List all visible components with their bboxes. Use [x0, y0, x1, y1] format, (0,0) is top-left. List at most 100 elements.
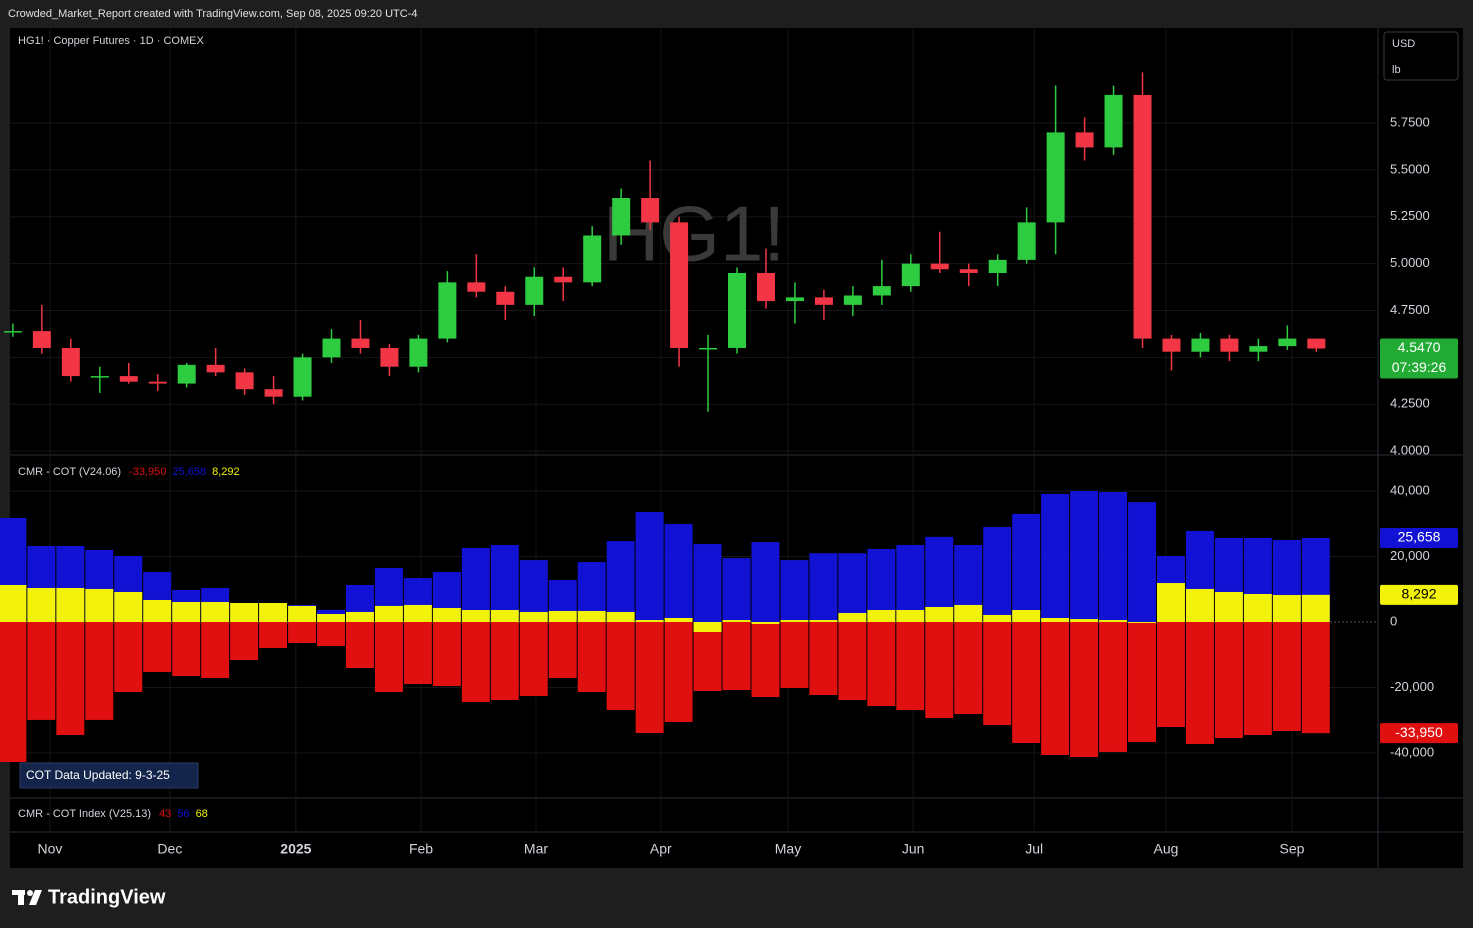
unit[interactable]: lb [1392, 64, 1401, 76]
candle-body [583, 235, 602, 283]
y-tick-label: 20,000 [1390, 548, 1430, 563]
candle-body [1017, 222, 1036, 260]
x-tick-label: Dec [157, 841, 182, 857]
cot-bar [259, 603, 288, 622]
cot-bar [635, 621, 664, 733]
cot-bar [693, 621, 722, 632]
currency[interactable]: USD [1392, 38, 1415, 50]
candle-body [785, 297, 804, 302]
cot-bar [1012, 621, 1041, 744]
cot-bar [751, 621, 780, 697]
cot-bar [1041, 621, 1070, 755]
cot-bar [751, 621, 780, 624]
candle-body [1133, 94, 1152, 339]
price-badge [1380, 527, 1458, 548]
cot-bar [954, 604, 983, 622]
cot-bar [490, 610, 519, 622]
x-tick-label: Aug [1154, 841, 1179, 857]
cot-bar [780, 621, 809, 688]
cot-bar [201, 602, 230, 622]
cot-bar [519, 621, 548, 697]
candle-body [525, 276, 544, 305]
cot-bar [1156, 621, 1185, 727]
candle-body [843, 295, 862, 305]
candle-body [119, 376, 138, 382]
cot-bar [925, 621, 954, 718]
cot-bar [490, 621, 519, 701]
y-tick-label: 40,000 [1390, 482, 1430, 497]
candle-body [1307, 338, 1326, 349]
cot-bar [345, 612, 374, 622]
candle-body [1220, 338, 1239, 352]
cot-bar [519, 612, 548, 622]
candle-body [322, 338, 341, 358]
candle-body [901, 263, 920, 287]
cot-bar [27, 621, 56, 720]
index-value: 56 [177, 808, 189, 820]
x-tick-label: Jun [902, 841, 925, 857]
price-badge [1380, 338, 1458, 379]
cot-bar [201, 621, 230, 679]
x-tick-label: Feb [409, 841, 433, 857]
cot-bar [606, 612, 635, 622]
y-tick-label: 5.2500 [1390, 208, 1430, 223]
price-badge [1380, 723, 1458, 744]
cot-bar [1099, 491, 1128, 622]
candle-body [554, 276, 573, 283]
cot-bar [664, 524, 693, 622]
cot-bar [693, 621, 722, 692]
candle-body [177, 364, 196, 384]
logo-shape [27, 890, 33, 896]
watermark: HG1! [603, 190, 785, 278]
cot-bar [288, 621, 317, 643]
cot-bar [1243, 621, 1272, 735]
cot-bar [1243, 593, 1272, 622]
cot-bar [606, 541, 635, 622]
x-tick-label: 2025 [280, 841, 311, 857]
x-tick-label: Nov [38, 841, 63, 857]
cot-bar [722, 621, 751, 690]
header-title: Crowded_Market_Report created with Tradi… [8, 8, 417, 20]
x-tick-label: Sep [1280, 841, 1305, 857]
y-tick-label: 5.7500 [1390, 114, 1430, 129]
candle-body [728, 272, 747, 348]
cot-bar [1301, 621, 1330, 734]
cot-bar [983, 527, 1012, 622]
legend-value: 25,658 [172, 466, 206, 478]
x-tick-label: Mar [524, 841, 548, 857]
x-tick-label: Jul [1025, 841, 1043, 857]
cot-bar [230, 603, 259, 622]
candle-body [1046, 132, 1065, 223]
cot-bar [867, 621, 896, 707]
candle-body [61, 347, 80, 377]
cot-note-box [19, 762, 199, 789]
unit-box[interactable] [1383, 31, 1459, 81]
candle-body [612, 198, 631, 236]
cot-bar [1128, 502, 1156, 622]
cot-bar [577, 621, 606, 692]
candle-body [148, 381, 167, 384]
cot-bar [403, 604, 432, 622]
cot-bar [838, 621, 867, 701]
cot-bar [0, 584, 27, 622]
cot-bar [925, 606, 954, 622]
x-tick-label: Apr [650, 841, 672, 857]
cot-bar [1041, 618, 1070, 622]
logo-shape [18, 890, 24, 905]
cot-bar [1301, 594, 1330, 622]
cot-bar [838, 553, 867, 622]
cot-bar [172, 602, 201, 622]
candle-body [264, 389, 283, 397]
logo [12, 890, 42, 905]
y-tick-label: 0 [1390, 613, 1397, 628]
cot-bar [809, 621, 838, 695]
y-tick-label: -40,000 [1390, 744, 1434, 759]
cot-bar [664, 618, 693, 622]
cot-bar [1128, 621, 1156, 742]
y-tick-label: 4.2500 [1390, 396, 1430, 411]
cot-bar [172, 621, 201, 677]
cot-bar [85, 588, 114, 622]
candle-body [670, 222, 689, 348]
cot-bar [85, 621, 114, 720]
candle-body [206, 364, 225, 373]
